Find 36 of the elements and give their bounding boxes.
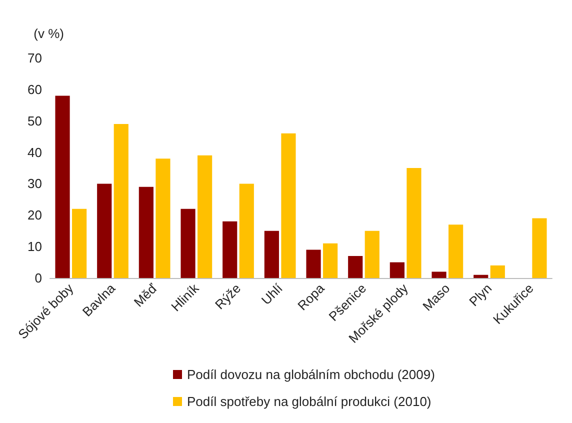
y-tick-label: 20 [28,208,42,223]
y-tick-label: 0 [34,270,42,286]
bar [198,155,212,278]
bar [390,262,404,278]
bar [406,168,422,278]
y-tick-label: 60 [28,82,42,97]
bar [138,186,154,278]
bar [448,224,464,278]
legend-label: Podíl dovozu na globálním obchodu (2009) [187,367,435,382]
y-tick-label: 10 [28,239,42,254]
bar [532,218,547,278]
bar [97,184,112,278]
bar [72,208,87,278]
bar [432,272,446,278]
x-tick-label: Plyn [466,280,495,310]
y-tick-label: 40 [28,144,42,160]
bar [114,124,128,278]
bar [364,230,380,278]
y-tick-label: 70 [28,50,42,66]
bar [348,256,363,278]
y-tick-label: 50 [28,113,42,128]
y-tick-label: 30 [28,176,42,192]
bar [474,274,488,278]
bar [156,158,170,278]
bar [180,208,196,278]
bar [323,243,338,278]
x-tick-label: Uhlí [258,280,286,308]
bar [222,221,238,278]
legend-label: Podíl spotřeby na globální produkci (2010) [187,394,432,409]
bar [306,250,321,278]
bar [281,133,296,278]
bar [55,96,70,278]
bar [239,184,254,278]
y-axis-title: (v %) [34,26,64,41]
bar [490,265,505,278]
bar [264,230,279,278]
